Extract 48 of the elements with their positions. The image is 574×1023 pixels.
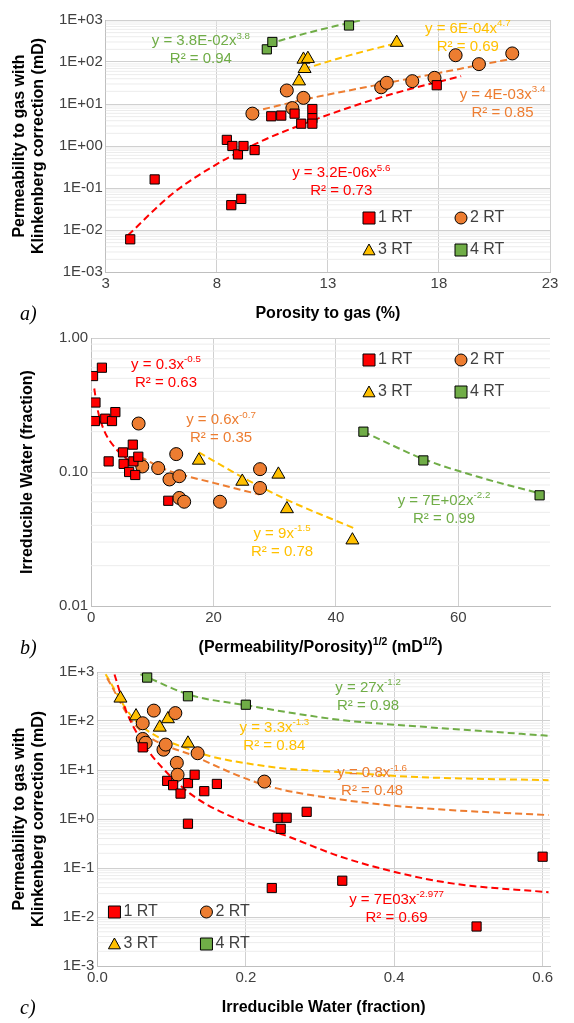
x-tick-label: 3: [101, 274, 110, 292]
text: b): [20, 636, 37, 659]
y-axis-title: Permeability to gas with Klinkenberg correction (mD): [10, 710, 47, 928]
legend-label: 3 RT: [123, 934, 159, 952]
x-tick-label: 0.6: [532, 968, 554, 986]
x-axis-title: Irreducible Water (fraction): [221, 998, 426, 1016]
legend-label: 4 RT: [470, 382, 505, 400]
y-tick-label: 1E+0: [59, 809, 95, 827]
legend-label: 2 RT: [470, 208, 505, 226]
y-tick-label: 1.00: [58, 328, 89, 346]
y-axis-title: Irreducible Water (fraction): [18, 370, 36, 574]
legend-label: 4 RT: [470, 240, 505, 258]
legend-label: 2 RT: [215, 902, 251, 920]
y-tick-label: 0.10: [58, 462, 89, 480]
y-tick-label: 1E+3: [59, 662, 95, 680]
x-tick-label: 60: [449, 608, 467, 626]
x-tick-label: 0.4: [383, 968, 405, 986]
y-tick-label: 1E+01: [58, 94, 103, 112]
x-tick-label: 23: [541, 274, 559, 292]
x-tick-label: 8: [212, 274, 222, 292]
legend-label: 1 RT: [378, 350, 413, 368]
x-axis-title: Porosity to gas (%): [255, 304, 401, 322]
y-tick-label: 1E+03: [58, 10, 103, 28]
x-tick-label: 20: [205, 608, 222, 626]
x-tick-label: 18: [430, 274, 448, 292]
legend-label: 1 RT: [378, 208, 413, 226]
text: a): [20, 302, 37, 325]
legend-label: 4 RT: [215, 934, 251, 952]
x-tick-label: 0.2: [235, 968, 257, 986]
y-tick-label: 1E+2: [59, 711, 95, 729]
legend-label: 1 RT: [123, 902, 159, 920]
y-tick-label: 1E+02: [58, 52, 103, 70]
text: c): [20, 996, 36, 1019]
legend-label: 3 RT: [378, 240, 413, 258]
x-tick-label: 40: [327, 608, 345, 626]
legend-label: 2 RT: [470, 350, 505, 368]
y-tick-label: 1E-03: [62, 262, 103, 280]
y-tick-label: 1E+00: [58, 136, 103, 154]
y-axis-title: Permeability to gas with Klinkenberg correction (mD): [10, 37, 47, 255]
y-tick-label: 1E-02: [62, 220, 103, 238]
y-tick-label: 1E-2: [62, 907, 95, 925]
x-tick-label: 13: [319, 274, 337, 292]
legend-label: 3 RT: [378, 382, 413, 400]
x-tick-label: 0: [87, 608, 96, 626]
y-tick-label: 1E-1: [62, 858, 95, 876]
y-tick-label: 0.01: [58, 596, 89, 614]
y-tick-label: 1E-01: [62, 178, 103, 196]
y-tick-label: 1E+1: [59, 760, 95, 778]
